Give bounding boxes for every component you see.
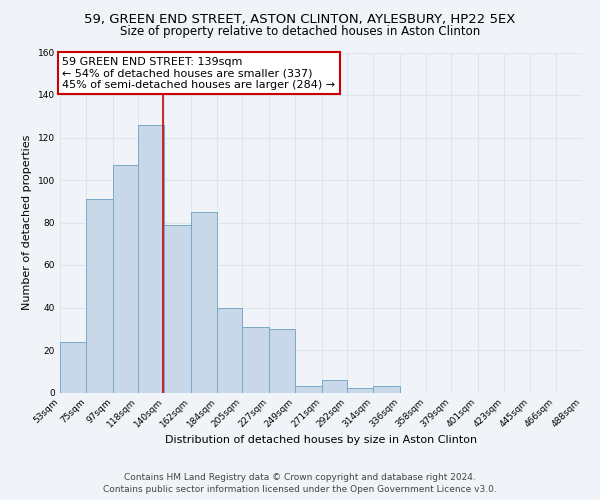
Bar [373,386,400,392]
X-axis label: Distribution of detached houses by size in Aston Clinton: Distribution of detached houses by size … [165,435,477,445]
Bar [242,326,269,392]
Bar [295,386,322,392]
Bar [269,329,295,392]
Bar [164,224,191,392]
Bar [347,388,373,392]
Text: 59, GREEN END STREET, ASTON CLINTON, AYLESBURY, HP22 5EX: 59, GREEN END STREET, ASTON CLINTON, AYL… [85,12,515,26]
Text: Contains HM Land Registry data © Crown copyright and database right 2024.
Contai: Contains HM Land Registry data © Crown c… [103,472,497,494]
Bar [138,124,164,392]
Bar [86,199,113,392]
Y-axis label: Number of detached properties: Number of detached properties [22,135,32,310]
Bar [191,212,217,392]
Bar [217,308,242,392]
Text: Size of property relative to detached houses in Aston Clinton: Size of property relative to detached ho… [120,25,480,38]
Text: 59 GREEN END STREET: 139sqm
← 54% of detached houses are smaller (337)
45% of se: 59 GREEN END STREET: 139sqm ← 54% of det… [62,56,335,90]
Bar [60,342,86,392]
Bar [322,380,347,392]
Bar [113,165,138,392]
